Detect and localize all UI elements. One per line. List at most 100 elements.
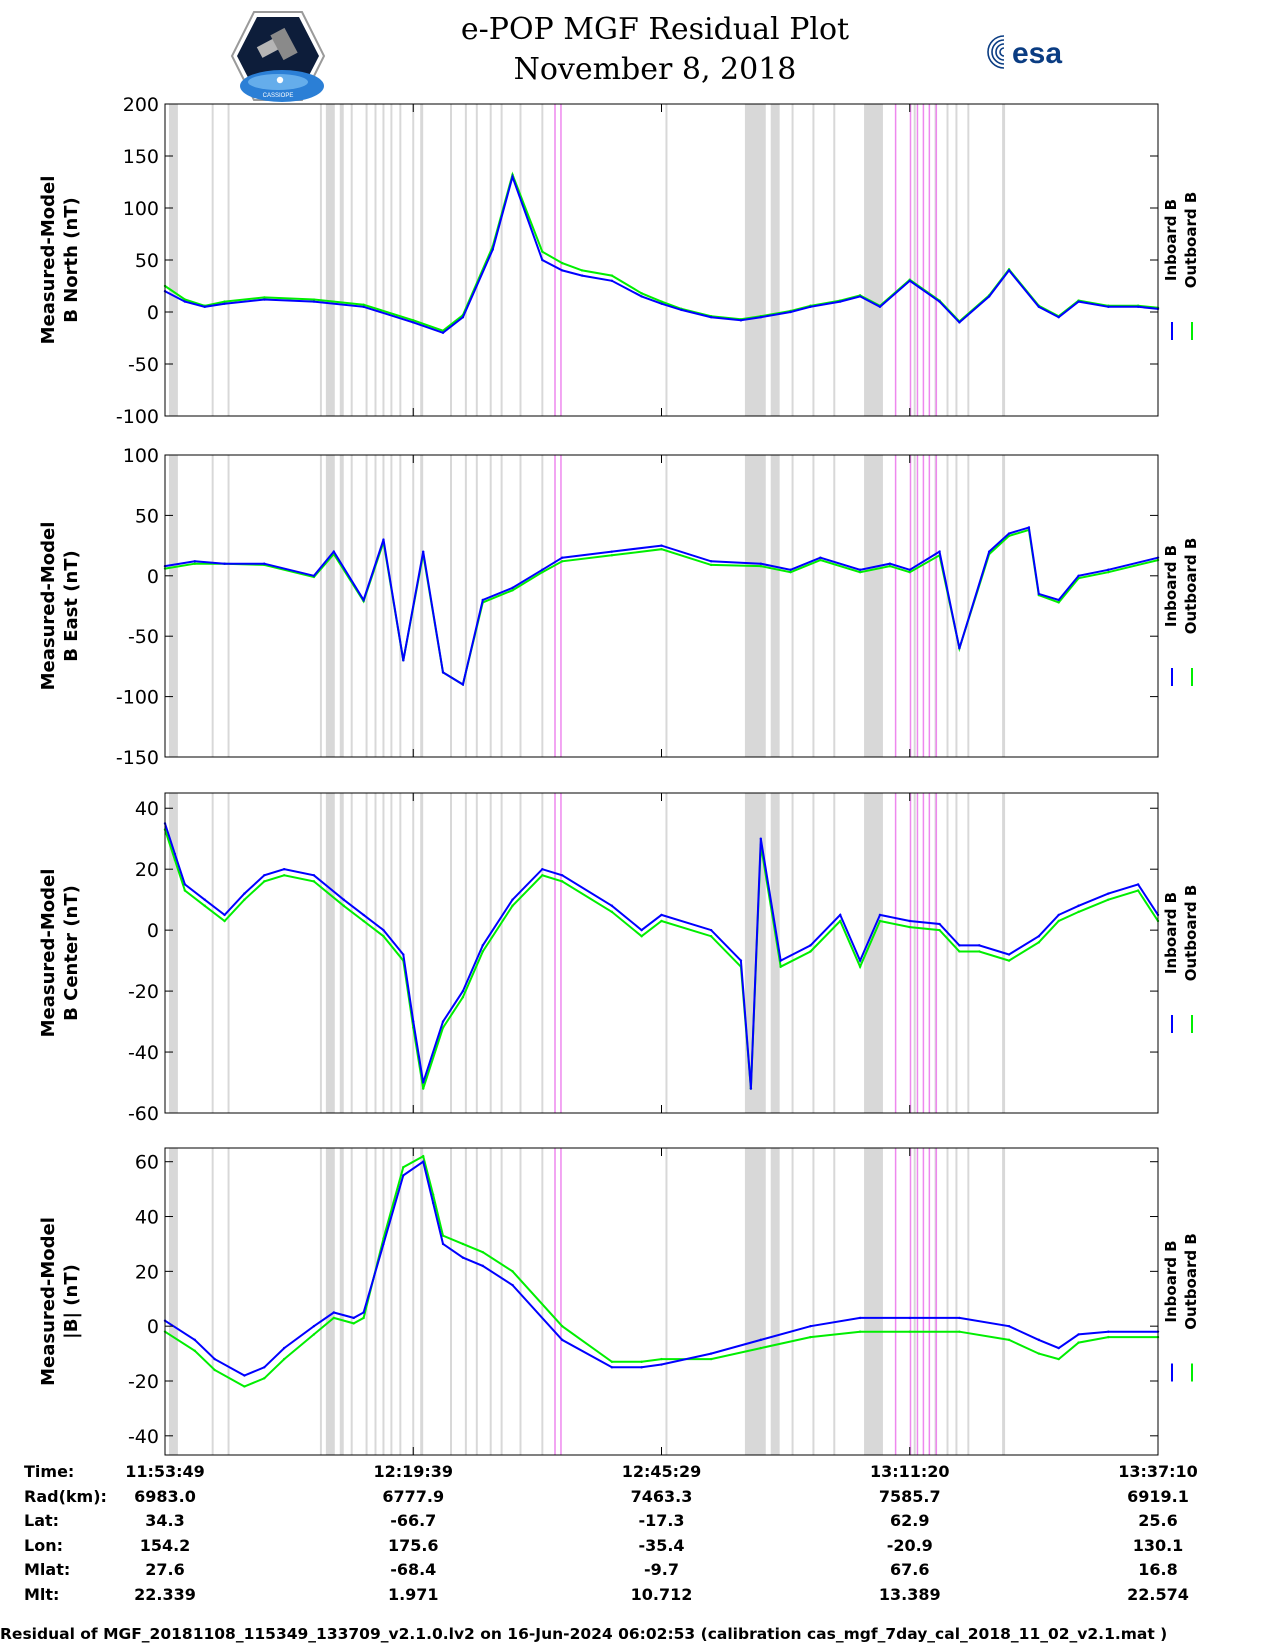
gray-band: [541, 455, 544, 757]
data-point: [709, 316, 713, 319]
pink-band: [909, 104, 912, 416]
gray-band: [913, 455, 916, 757]
y-tick-label: 0: [147, 566, 159, 588]
gray-band: [519, 455, 522, 757]
info-value: 13:11:20: [869, 1462, 950, 1481]
data-point: [660, 548, 663, 551]
cassiope-logo-text: CASSIOPE: [263, 93, 294, 99]
data-point: [958, 321, 961, 324]
data-point: [759, 1338, 762, 1342]
gray-band: [791, 1148, 794, 1455]
data-point: [412, 319, 415, 322]
data-point: [660, 919, 663, 923]
info-value: -17.3: [638, 1511, 685, 1531]
data-point: [709, 935, 713, 938]
info-value: -9.7: [644, 1560, 679, 1580]
data-point: [362, 305, 365, 308]
chart-panel-3: 40 20 0 -20 -40 -60 Measured-Model B Center (nT…: [38, 792, 1200, 1125]
data-point: [382, 935, 385, 938]
data-point: [580, 274, 584, 277]
info-value: 13.389: [878, 1585, 941, 1604]
gray-band: [913, 793, 916, 1113]
info-value: 154.2: [139, 1535, 191, 1555]
data-point: [809, 1335, 812, 1339]
data-point: [1007, 959, 1011, 962]
gray-band: [489, 455, 492, 757]
data-point: [1107, 568, 1110, 571]
info-row-label: Mlat:: [24, 1560, 71, 1580]
gray-band: [665, 455, 668, 757]
info-row-label: Time:: [24, 1462, 75, 1481]
info-value: 27.6: [145, 1560, 185, 1580]
data-point: [402, 953, 405, 956]
data-point: [1007, 532, 1011, 535]
data-point: [1057, 316, 1060, 319]
gray-band: [420, 793, 424, 1113]
pink-band: [935, 1148, 938, 1455]
gray-band: [211, 793, 214, 1113]
gray-band: [412, 104, 415, 416]
data-point: [1077, 1333, 1080, 1336]
info-row: Rad(km): 6983.0 6777.9 7463.3 7585.7 6919.1: [0, 1487, 1275, 1511]
data-point: [312, 1324, 316, 1328]
y-tick-label: -20: [128, 1371, 159, 1393]
data-point: [332, 550, 336, 553]
data-point: [1007, 269, 1011, 272]
data-point: [749, 1087, 753, 1090]
gray-band: [390, 104, 393, 416]
page-subtitle: November 8, 2018: [513, 52, 797, 87]
info-value: 11:53:49: [125, 1462, 205, 1481]
data-point: [421, 550, 425, 553]
gray-band: [812, 1148, 815, 1455]
y-axis-label-line2: B North (nT): [61, 197, 82, 323]
data-point: [441, 1026, 445, 1029]
data-point: [610, 274, 614, 277]
data-point: [858, 1330, 862, 1333]
gray-band: [464, 793, 467, 1113]
legend-label: Inboard B: [1162, 545, 1180, 627]
gray-band: [325, 793, 335, 1113]
gray-band: [382, 793, 385, 1113]
data-point: [173, 852, 177, 856]
data-point: [878, 913, 882, 917]
gray-band: [390, 1148, 393, 1455]
data-point: [858, 965, 862, 968]
info-value: 130.1: [1132, 1535, 1184, 1555]
gray-band: [420, 455, 424, 757]
y-tick-label: -20: [128, 981, 159, 1003]
y-tick-label: -50: [128, 354, 159, 376]
data-point: [759, 562, 762, 565]
data-point: [312, 1333, 316, 1336]
legend: Inboard B Outboard B: [1162, 192, 1200, 340]
gray-band: [519, 793, 522, 1113]
gray-band: [350, 1148, 353, 1455]
gray-band: [489, 793, 492, 1113]
gray-band: [967, 455, 970, 757]
data-point: [709, 928, 713, 932]
plot-frame: [164, 454, 1159, 758]
cassiope-logo: CASSIOPE: [230, 11, 326, 102]
gray-band: [227, 104, 230, 416]
data-point: [561, 1338, 564, 1342]
y-tick-label: 40: [135, 798, 159, 820]
info-value: 22.339: [134, 1585, 196, 1604]
y-tick-label: 200: [123, 94, 159, 116]
data-point: [282, 874, 286, 877]
data-point: [908, 279, 911, 282]
data-point: [759, 316, 762, 319]
data-point: [978, 944, 981, 947]
series-line-outboard-b: [164, 829, 1159, 1089]
gray-band: [475, 104, 478, 416]
chart-panel-4: 60 40 20 0 -20 -40 Measured-Model |B| (nT) Inboa…: [38, 1147, 1200, 1456]
data-point: [759, 837, 762, 840]
data-point: [839, 300, 842, 303]
gray-band: [812, 104, 815, 416]
data-point: [1057, 1357, 1060, 1361]
data-point: [541, 874, 544, 877]
gray-band: [770, 1148, 780, 1455]
data-point: [610, 1360, 614, 1364]
pink-band: [935, 455, 938, 757]
data-point: [839, 919, 842, 923]
y-tick-label: 100: [123, 198, 159, 220]
data-point: [819, 556, 822, 559]
